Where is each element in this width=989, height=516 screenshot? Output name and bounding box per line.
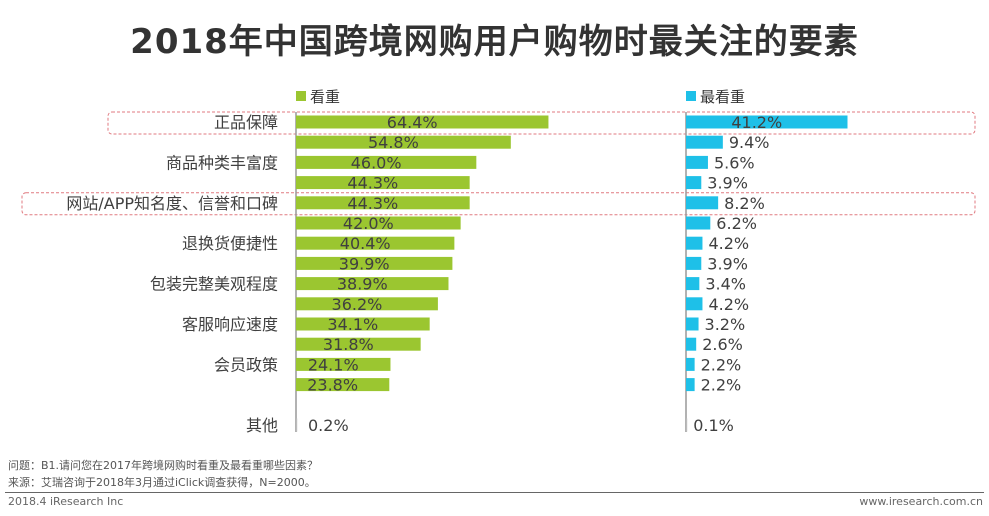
footer-divider <box>5 492 984 493</box>
data-label: 2.2% <box>701 376 742 395</box>
data-label: 3.9% <box>707 174 748 193</box>
data-label: 34.1% <box>327 315 378 334</box>
data-label: 8.2% <box>724 194 765 213</box>
data-label: 44.3% <box>347 174 398 193</box>
data-label: 40.4% <box>340 234 391 253</box>
data-label: 0.1% <box>693 416 734 435</box>
legend-swatch <box>686 91 696 101</box>
bar <box>686 155 708 169</box>
bar <box>686 378 695 392</box>
category-label: 其他 <box>246 416 278 435</box>
footnote-source: 来源：艾瑞咨询于2018年3月通过iClick调查获得，N=2000。 <box>8 476 316 489</box>
bar <box>296 176 470 190</box>
data-label: 3.2% <box>705 315 746 334</box>
bar <box>296 256 453 270</box>
data-label: 36.2% <box>332 295 383 314</box>
data-label: 4.2% <box>708 295 749 314</box>
legend-swatch <box>296 91 306 101</box>
category-label: 商品种类丰富度 <box>166 153 278 172</box>
bar <box>296 418 298 432</box>
bar <box>686 317 699 331</box>
footnote-question: 问题：B1.请问您在2017年跨境网购时看重及最看重哪些因素？ <box>8 459 319 472</box>
bar <box>686 337 697 351</box>
bar <box>296 357 391 371</box>
category-label: 正品保障 <box>214 113 278 132</box>
bar <box>686 135 723 149</box>
data-label: 38.9% <box>337 275 388 294</box>
category-label: 网站/APP知名度、信誉和口碑 <box>66 194 278 213</box>
bar <box>296 317 430 331</box>
category-label: 退换货便捷性 <box>182 234 278 253</box>
data-label: 6.2% <box>716 214 757 233</box>
data-label: 42.0% <box>343 214 394 233</box>
chart-title: 2018年中国跨境网购用户购物时最关注的要素 <box>130 22 859 62</box>
data-label: 31.8% <box>323 335 374 354</box>
data-label: 24.1% <box>308 355 359 374</box>
category-label: 客服响应速度 <box>182 315 278 334</box>
data-label: 5.6% <box>714 153 755 172</box>
bar <box>296 216 461 230</box>
data-label: 3.9% <box>707 254 748 273</box>
data-label: 54.8% <box>368 133 419 152</box>
bar <box>686 256 702 270</box>
bar <box>686 196 719 210</box>
category-label: 会员政策 <box>214 355 278 374</box>
bar <box>296 115 549 129</box>
bar <box>296 236 455 250</box>
bar <box>296 155 477 169</box>
bar <box>686 277 700 291</box>
bar <box>296 196 470 210</box>
bar <box>296 277 449 291</box>
bar <box>686 418 688 432</box>
legend-label: 看重 <box>310 88 340 106</box>
data-label: 9.4% <box>729 133 770 152</box>
bar <box>296 135 511 149</box>
bar <box>686 297 703 311</box>
data-label: 2.6% <box>702 335 743 354</box>
footer-brand: 2018.4 iResearch Inc <box>8 495 124 508</box>
data-label: 0.2% <box>308 416 349 435</box>
data-label: 41.2% <box>731 113 782 132</box>
legend-label: 最看重 <box>700 88 745 106</box>
bar <box>686 176 702 190</box>
bar <box>296 337 421 351</box>
data-label: 3.4% <box>705 275 746 294</box>
data-label: 44.3% <box>347 194 398 213</box>
data-label: 2.2% <box>701 355 742 374</box>
bar <box>686 357 695 371</box>
footer-site: www.iresearch.com.cn <box>859 495 983 508</box>
highlight-box <box>21 192 976 216</box>
bar <box>686 236 703 250</box>
bar <box>296 297 438 311</box>
bar <box>296 378 390 392</box>
category-label: 包装完整美观程度 <box>150 275 278 294</box>
bar <box>686 216 711 230</box>
data-label: 39.9% <box>339 254 390 273</box>
bar <box>686 115 848 129</box>
data-label: 46.0% <box>351 153 402 172</box>
data-label: 4.2% <box>708 234 749 253</box>
data-label: 64.4% <box>387 113 438 132</box>
highlight-box <box>107 111 976 135</box>
data-label: 23.8% <box>307 376 358 395</box>
